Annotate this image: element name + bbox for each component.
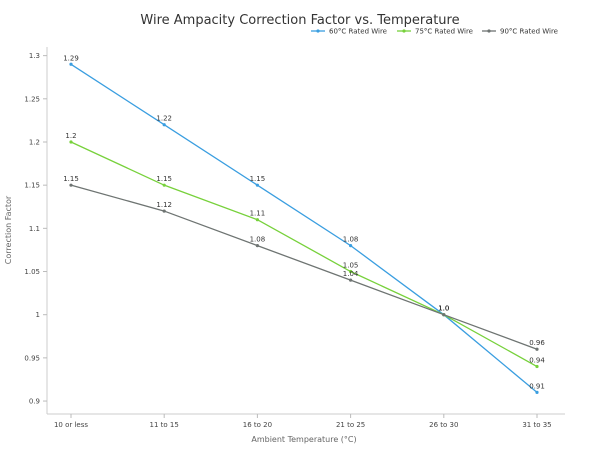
series-2-line	[70, 141, 538, 368]
series-3-line	[70, 184, 538, 350]
series-2-data-label-4: 1.0	[438, 305, 449, 313]
series-3-data-label-0: 1.15	[63, 175, 79, 183]
series-3-data-label-3: 1.04	[343, 270, 359, 278]
series-3-data-label-5: 0.96	[529, 339, 545, 347]
x-tick-label-1: 11 to 15	[150, 421, 179, 429]
series-3-point-3	[349, 278, 353, 282]
legend-marker-2	[402, 29, 406, 33]
y-tick-label-5: 1.15	[24, 182, 40, 190]
series-3-point-1	[162, 209, 166, 213]
x-tick-label-4: 26 to 30	[429, 421, 458, 429]
series-3-point-4	[442, 313, 446, 317]
series-2-data-label-1: 1.15	[156, 175, 172, 183]
y-tick-label-4: 1.1	[29, 225, 40, 233]
series-1-point-3	[349, 244, 353, 248]
series-3: 1.15 1.12 1.08 1.04 1.0 0.96	[63, 175, 545, 351]
y-axis-ticks: 0.9 0.95 1 1.05 1.1 1.15 1.2 1.25 1.3	[24, 52, 47, 406]
y-tick-label-7: 1.25	[24, 95, 40, 103]
series-2-point-0	[69, 140, 73, 144]
series-2-data-label-3: 1.05	[343, 262, 359, 270]
y-tick-label-0: 0.9	[29, 398, 40, 406]
series-1-data-label-4: 1.0	[438, 305, 449, 313]
x-tick-label-2: 16 to 20	[243, 421, 272, 429]
series-3-point-2	[255, 244, 259, 248]
x-tick-label-0: 10 or less	[54, 421, 88, 429]
legend-label-1: 60°C Rated Wire	[329, 28, 387, 36]
series-1-data-label-0: 1.29	[63, 54, 79, 62]
series-2-point-2	[255, 218, 259, 222]
y-tick-label-8: 1.3	[29, 52, 40, 60]
series-2-point-1	[162, 183, 166, 187]
series-3-point-0	[69, 183, 73, 187]
series-1-data-label-1: 1.22	[156, 115, 172, 123]
legend-label-2: 75°C Rated Wire	[415, 28, 473, 36]
series-1-point-2	[255, 183, 259, 187]
series-1-data-label-3: 1.08	[343, 236, 359, 244]
x-axis-ticks: 10 or less 11 to 15 16 to 20 21 to 25 26 to …	[54, 414, 552, 429]
series-1-data-label-2: 1.15	[250, 175, 266, 183]
series-2-data-label-0: 1.2	[65, 132, 76, 140]
series-3-data-label-4: 1.0	[438, 305, 449, 313]
y-tick-label-3: 1.05	[24, 268, 40, 276]
series-1-point-5	[535, 390, 539, 395]
y-tick-label-2: 1	[36, 311, 40, 319]
series-3-data-label-1: 1.12	[156, 201, 172, 209]
series-2-point-3	[349, 269, 353, 274]
series-1-point-1	[162, 123, 166, 127]
y-tick-label-1: 0.95	[24, 354, 40, 362]
chart-title: Wire Ampacity Correction Factor vs. Temp…	[140, 13, 459, 28]
legend-marker-3	[487, 29, 491, 33]
series-1-data-label-5: 0.91	[529, 382, 545, 390]
series-2-point-5	[535, 364, 539, 369]
series-3-data-label-2: 1.08	[250, 236, 266, 244]
legend-marker-1	[316, 29, 320, 33]
y-axis-title: Correction Factor	[4, 195, 13, 264]
series-1-line	[70, 63, 538, 393]
x-tick-label-3: 21 to 25	[336, 421, 365, 429]
series-2: 1.2 1.15 1.11 1.05 1.0 0.94	[65, 132, 545, 369]
x-tick-label-5: 31 to 35	[522, 421, 551, 429]
y-tick-label-6: 1.2	[29, 138, 40, 146]
legend-label-3: 90°C Rated Wire	[500, 28, 558, 36]
x-axis-title: Ambient Temperature (°C)	[251, 435, 356, 444]
series-1-point-0	[69, 62, 73, 66]
series-1: 1.29 1.22 1.15 1.08 1.0 0.91	[63, 54, 545, 395]
legend: 60°C Rated Wire 75°C Rated Wire 90°C Rated…	[311, 28, 558, 36]
series-2-data-label-2: 1.11	[250, 210, 266, 218]
series-3-point-5	[535, 347, 539, 351]
series-2-data-label-5: 0.94	[529, 357, 545, 365]
series-layer: 1.291.221.151.081.00.911.21.151.111.051.…	[63, 54, 545, 395]
